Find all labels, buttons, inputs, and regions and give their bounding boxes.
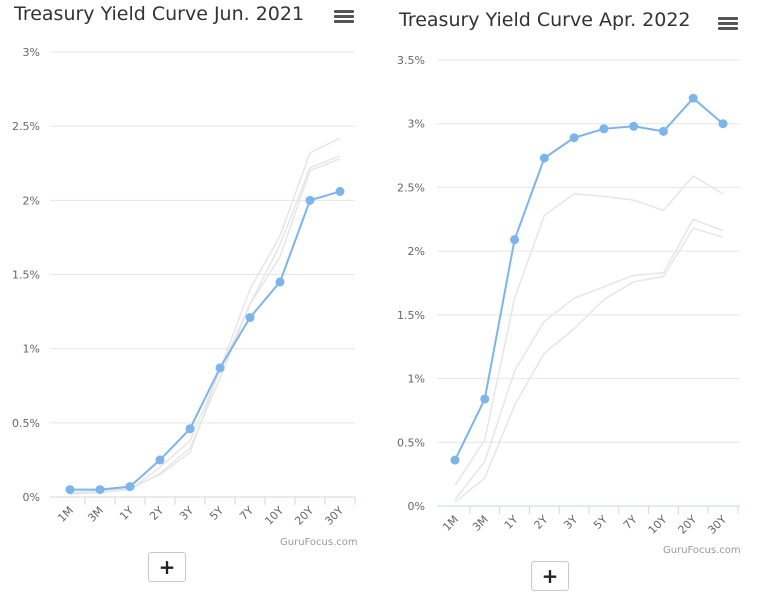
- series-line-historical: [69, 137, 341, 494]
- x-tick-label: 3M: [470, 513, 491, 534]
- chart-panel-jun-2021: Treasury Yield Curve Jun. 2021 0% 0.5% 1% 1…: [0, 0, 370, 599]
- y-tick-label: 2%: [408, 245, 425, 258]
- x-tick-label: 10Y: [262, 504, 286, 528]
- yield-curve-plot: 0% 0.5% 1% 1.5% 2% 2.5% 3% 3.5% 1M 3M 1Y 2Y 3Y 5Y 7Y 10…: [397, 54, 740, 537]
- gurufocus-credit[interactable]: GuruFocus.com: [663, 545, 741, 556]
- data-point[interactable]: [125, 482, 135, 492]
- y-tick-label: 0.5%: [12, 417, 40, 430]
- yield-curve-plot: 0% 0.5% 1% 1.5% 2% 2.5% 3% 1M 3M 1Y 2Y 3Y 5Y 7Y 10Y 20Y…: [12, 46, 356, 528]
- chart-title: Treasury Yield Curve Apr. 2022: [399, 9, 691, 31]
- y-tick-label: 3%: [23, 46, 40, 59]
- y-tick-label: 0.5%: [397, 436, 425, 449]
- data-point[interactable]: [688, 93, 698, 103]
- x-tick-label: 1M: [55, 504, 76, 525]
- x-tick-label: 5Y: [207, 504, 226, 523]
- series-line-historical: [454, 218, 724, 501]
- data-point[interactable]: [245, 313, 255, 323]
- hamburger-menu-icon[interactable]: [718, 16, 738, 32]
- x-tick-label: 20Y: [676, 513, 700, 537]
- data-point[interactable]: [539, 153, 549, 163]
- x-tick-label: 3M: [85, 504, 106, 525]
- series-line-historical: [454, 227, 724, 503]
- data-point[interactable]: [480, 394, 490, 404]
- data-point[interactable]: [658, 126, 668, 136]
- x-tick-label: 7Y: [621, 513, 640, 532]
- data-point[interactable]: [275, 277, 285, 287]
- y-tick-label: 2.5%: [12, 120, 40, 133]
- x-tick-label: 5Y: [591, 513, 610, 532]
- data-point[interactable]: [215, 363, 225, 373]
- y-tick-label: 1%: [408, 373, 425, 386]
- x-tick-label: 2Y: [532, 513, 551, 532]
- x-tick-label: 2Y: [147, 504, 166, 523]
- y-tick-label: 0%: [23, 491, 40, 504]
- series-line-historical: [69, 158, 341, 495]
- x-tick-label: 3Y: [561, 513, 580, 532]
- series-line-historical: [454, 175, 724, 487]
- y-tick-label: 2.5%: [397, 181, 425, 194]
- x-tick-label: 3Y: [177, 504, 196, 523]
- data-point[interactable]: [95, 485, 105, 495]
- expand-button[interactable]: +: [531, 561, 569, 591]
- data-point[interactable]: [335, 186, 345, 196]
- y-tick-label: 1%: [23, 343, 40, 356]
- data-point[interactable]: [450, 455, 460, 465]
- x-tick-label: 7Y: [237, 504, 256, 523]
- y-tick-label: 2%: [23, 194, 40, 207]
- chart-panel-apr-2022: Treasury Yield Curve Apr. 2022 0% 0.5% 1% 1…: [378, 0, 773, 599]
- data-point[interactable]: [599, 124, 609, 134]
- data-point[interactable]: [629, 121, 639, 131]
- y-tick-label: 0%: [408, 500, 425, 513]
- hamburger-menu-icon[interactable]: [334, 9, 354, 25]
- data-point[interactable]: [155, 455, 165, 465]
- y-tick-label: 1.5%: [397, 309, 425, 322]
- x-tick-label: 30Y: [322, 504, 346, 528]
- x-tick-label: 20Y: [292, 504, 316, 528]
- data-point[interactable]: [305, 195, 315, 205]
- data-point[interactable]: [569, 133, 579, 143]
- x-tick-label: 30Y: [705, 513, 729, 537]
- data-point[interactable]: [718, 119, 728, 129]
- chart-title: Treasury Yield Curve Jun. 2021: [14, 3, 305, 25]
- x-tick-label: 1Y: [502, 513, 521, 532]
- x-tick-label: 1M: [440, 513, 461, 534]
- expand-button[interactable]: +: [148, 552, 186, 582]
- gurufocus-credit[interactable]: GuruFocus.com: [280, 537, 358, 548]
- x-tick-label: 1Y: [117, 504, 136, 523]
- data-point[interactable]: [185, 424, 195, 434]
- y-tick-label: 3%: [408, 118, 425, 131]
- y-tick-label: 3.5%: [397, 54, 425, 67]
- data-point[interactable]: [510, 235, 520, 245]
- series-line-historical: [69, 155, 341, 495]
- data-point[interactable]: [65, 485, 75, 495]
- series-line-current: [70, 190, 341, 491]
- x-tick-label: 10Y: [646, 513, 670, 537]
- y-tick-label: 1.5%: [12, 269, 40, 282]
- series-line-current: [454, 97, 724, 461]
